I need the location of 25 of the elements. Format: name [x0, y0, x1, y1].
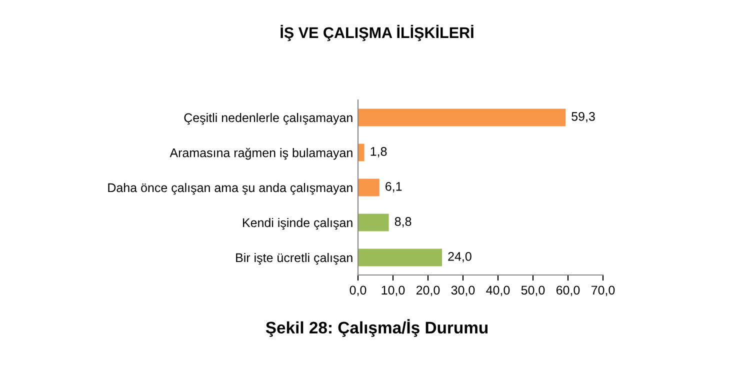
chart-title: İŞ VE ÇALIŞMA İLİŞKİLERİ: [280, 24, 474, 42]
y-tick-label: Bir işte ücretli çalışan: [236, 252, 352, 265]
x-tick-label: 0,0: [350, 286, 366, 296]
data-label: 24,0: [448, 252, 472, 262]
data-label: 59,3: [572, 112, 595, 122]
bar: [358, 144, 364, 162]
data-label: 8,8: [394, 217, 412, 228]
x-tick-label: 70,0: [591, 286, 615, 296]
data-label: 1,8: [370, 147, 387, 158]
y-tick-label: Daha önce çalışan ama şu anda çalışmayan: [108, 182, 352, 195]
y-tick-label: Aramasına rağmen iş bulamayan: [170, 148, 352, 160]
x-tick-label: 10,0: [382, 286, 405, 296]
bar: [358, 178, 380, 196]
y-tick-label: Kendi işinde çalışan: [242, 218, 352, 230]
data-label: 6,1: [386, 182, 402, 192]
text: Şekil 28: Çalışma/İş Durumu: [266, 319, 488, 337]
x-tick-label: 30,0: [451, 286, 475, 296]
bar: [358, 108, 566, 126]
bar: [358, 248, 442, 266]
y-tick-label: Çeşitli nedenlerle çalışamayan: [184, 112, 352, 125]
bar: [358, 214, 389, 232]
x-tick-label: 60,0: [556, 286, 580, 296]
x-tick-label: 40,0: [486, 286, 510, 296]
x-tick-label: 20,0: [416, 286, 440, 296]
x-tick-label: 50,0: [521, 286, 545, 296]
